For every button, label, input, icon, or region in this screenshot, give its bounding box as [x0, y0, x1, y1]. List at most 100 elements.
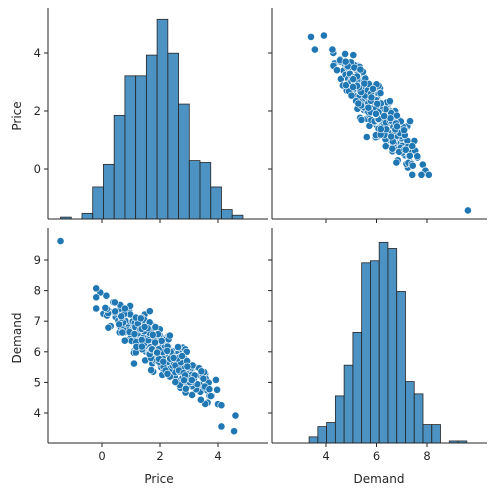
scatter-point	[408, 161, 417, 170]
histogram-bar	[199, 162, 212, 220]
scatter-point	[362, 133, 371, 141]
scatter-point	[347, 91, 356, 100]
panel-demand-demand-histogram: 4 6 8	[268, 228, 487, 463]
scatter-point	[380, 112, 389, 120]
scatter-point	[356, 65, 365, 74]
scatter-point	[206, 392, 215, 400]
y-axis-label-demand: Demand	[10, 313, 24, 364]
histogram-bar	[221, 209, 233, 220]
scatter-point	[137, 336, 146, 344]
scatter-point	[205, 385, 214, 394]
panel-price-vs-demand-scatter	[268, 8, 487, 223]
scatter-point	[120, 304, 129, 313]
scatter-point	[212, 375, 220, 384]
histogram-bar	[431, 424, 441, 444]
scatter-point	[341, 50, 350, 58]
x-axis-label-price: Price	[144, 472, 173, 486]
scatter-point	[401, 145, 410, 154]
scatter-point	[213, 385, 221, 394]
scatter-point	[118, 328, 127, 337]
scatter-point	[357, 115, 366, 124]
histogram-bar	[387, 248, 398, 444]
scatter-point	[151, 323, 160, 332]
histogram-bar	[361, 262, 371, 444]
scatter-point	[373, 99, 382, 108]
histogram-bar	[210, 186, 222, 220]
scatter-point	[178, 352, 187, 360]
scatter-point	[120, 336, 129, 345]
scatter-point	[231, 411, 240, 420]
scatter-point	[386, 97, 394, 106]
scatter-point	[307, 32, 315, 41]
scatter-point	[130, 330, 139, 338]
histogram-bar	[124, 75, 137, 220]
scatter-point	[187, 376, 196, 384]
scatter-point	[354, 99, 363, 108]
scatter-point	[111, 307, 120, 316]
scatter-point	[230, 427, 239, 436]
histogram-bar	[413, 393, 424, 444]
scatter-point	[369, 84, 377, 93]
y-tick-label: 5	[34, 375, 41, 389]
histogram-bar	[167, 52, 179, 220]
histogram-bar	[326, 422, 336, 444]
scatter-point	[388, 144, 397, 153]
scatter-point	[159, 357, 168, 366]
histogram-bar	[396, 291, 406, 444]
scatter-point	[364, 103, 373, 112]
x-tick-label: 2	[156, 449, 163, 463]
panel-price-price-histogram: 0 2 4	[34, 8, 268, 223]
histogram-bar	[145, 54, 158, 220]
y-tick-label: 0	[34, 162, 41, 176]
x-tick-label: 8	[423, 449, 430, 463]
y-tick-label: 4	[34, 406, 41, 420]
scatter-point	[217, 422, 226, 431]
histogram-bar	[405, 381, 415, 444]
x-tick-label: 0	[98, 449, 105, 463]
y-axis-label-price: Price	[10, 101, 24, 130]
scatter-point	[140, 323, 149, 331]
scatter-point	[400, 126, 408, 135]
y-tick-label: 6	[34, 345, 41, 359]
histogram-bar	[231, 214, 244, 220]
histogram-bar	[352, 332, 363, 444]
x-tick-label: 4	[322, 449, 329, 463]
scatter-point	[349, 75, 358, 84]
histogram-bar	[378, 241, 389, 444]
scatter-point	[56, 237, 65, 245]
scatter-point	[367, 93, 376, 102]
scatter-point	[92, 293, 101, 302]
y-tick-label: 8	[34, 284, 41, 298]
scatter-point	[163, 346, 172, 355]
y-tick-label: 4	[34, 46, 41, 60]
scatter-point	[148, 330, 157, 339]
histogram-bar	[317, 426, 328, 444]
histogram-bar	[370, 260, 380, 444]
scatter-point	[464, 206, 472, 215]
y-tick-label: 7	[34, 314, 41, 328]
scatter-point	[165, 331, 174, 340]
scatter-point	[137, 342, 146, 351]
scatter-point	[349, 51, 358, 59]
scatter-point	[371, 109, 380, 118]
histogram-bar	[188, 160, 201, 220]
panel-demand-vs-price-scatter: 4 5 6 7 8 9 0 2 4	[34, 228, 268, 463]
scatter-point	[101, 303, 110, 312]
histogram-bar	[178, 103, 190, 220]
scatter-point	[145, 307, 154, 316]
scatter-point	[199, 374, 208, 383]
scatter-point	[102, 291, 111, 300]
scatter-point	[151, 338, 159, 347]
scatter-point	[197, 367, 206, 376]
histogram-bar	[113, 114, 126, 220]
scatter-point	[181, 384, 190, 393]
scatter-point	[408, 142, 417, 151]
scatter-point	[406, 117, 414, 126]
histogram-bar	[135, 75, 147, 220]
scatter-point	[413, 152, 422, 161]
scatter-point	[376, 125, 385, 134]
histogram-bar	[334, 395, 345, 444]
scatter-point	[136, 314, 145, 323]
scatter-point	[147, 366, 156, 374]
